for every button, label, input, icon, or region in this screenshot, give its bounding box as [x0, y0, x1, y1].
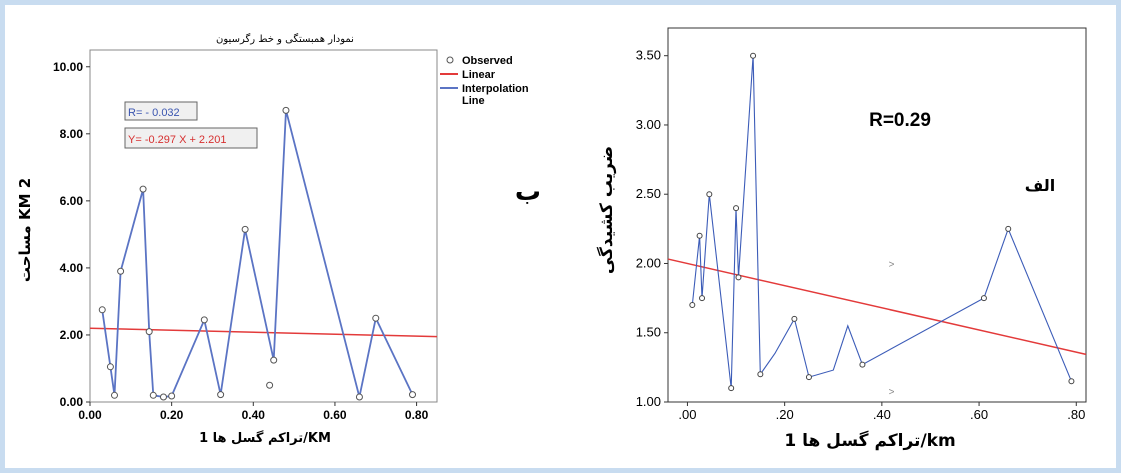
chart-b: نمودار همبستگی و خط رگرسیون 0.00 2.00 4.00…: [16, 33, 532, 446]
legend-observed-marker: [446, 56, 454, 64]
observed-point: [699, 295, 706, 302]
y-tick-label: 3.00: [636, 117, 661, 132]
observed-point: [805, 374, 812, 381]
observed-point: [689, 302, 696, 309]
chart-alef-plot-area: [667, 27, 1087, 403]
chart-b-r-box: [124, 101, 198, 121]
x-tick-label: 0.00: [78, 408, 102, 422]
chart-b-equation-box: [124, 127, 258, 149]
extra-mark: >: [889, 387, 895, 398]
observed-point: [706, 191, 713, 198]
observed-point: [355, 393, 363, 401]
legend-observed-label: Observed: [462, 55, 513, 67]
observed-point: [750, 52, 757, 59]
chart-b-observed-points: [98, 106, 417, 401]
extra-mark: >: [889, 259, 895, 270]
observed-point: [733, 205, 740, 212]
y-tick-label: 4.00: [60, 261, 84, 275]
observed-point: [145, 328, 153, 336]
x-tick-label: .00: [678, 407, 696, 422]
chart-b-y-ticks: 0.00 2.00 4.00 6.00 8.00 10.00: [53, 60, 90, 409]
observed-point: [282, 106, 290, 114]
chart-b-title: نمودار همبستگی و خط رگرسیون: [216, 33, 354, 45]
chart-b-x-ticks: 0.00 0.20 0.40 0.60 0.80: [78, 402, 429, 422]
chart-alef-extra-marks: >>: [889, 259, 895, 397]
observed-point: [728, 385, 735, 392]
observed-point: [149, 391, 157, 399]
x-tick-label: .60: [970, 407, 988, 422]
chart-alef-y-axis-label: ضریب کشیدگی: [596, 146, 617, 274]
observed-point: [757, 371, 764, 378]
chart-alef-observed-points: [689, 52, 1075, 392]
observed-point: [1068, 378, 1075, 385]
legend-linear-label: Linear: [462, 69, 496, 81]
observed-point: [241, 225, 249, 233]
legend-interpolation-line2: Line: [462, 95, 485, 107]
x-tick-label: .80: [1067, 407, 1085, 422]
y-tick-label: 8.00: [60, 127, 84, 141]
chart-alef: 1.00 1.50 2.00 2.50 3.00 3.50 .00 .20 .40 .60 .80…: [596, 27, 1087, 451]
observed-point: [1005, 225, 1012, 232]
chart-b-x-axis-label: تراکم گسل ها 1/KM: [199, 430, 331, 446]
chart-alef-x-ticks: .00 .20 .40 .60 .80: [678, 402, 1085, 422]
observed-point: [696, 232, 703, 239]
observed-point: [859, 361, 866, 368]
observed-point: [139, 185, 147, 193]
chart-b-y-axis-label: مساحت KM 2: [16, 178, 34, 282]
observed-point: [168, 392, 176, 400]
observed-point: [217, 391, 225, 399]
observed-point: [270, 356, 278, 364]
x-tick-label: 0.40: [242, 408, 266, 422]
observed-point: [409, 391, 417, 399]
observed-point: [372, 314, 380, 322]
y-tick-label: 10.00: [53, 60, 83, 74]
legend-interpolation-line1: Interpolation: [462, 83, 529, 95]
observed-point: [106, 363, 114, 371]
chart-alef-x-axis-label: تراکم گسل ها 1/km: [784, 430, 955, 451]
y-tick-label: 6.00: [60, 194, 84, 208]
legend-interpolation-label: Interpolation Line: [462, 83, 532, 107]
y-tick-label: 2.00: [636, 255, 661, 270]
observed-point: [200, 316, 208, 324]
chart-alef-y-ticks: 1.00 1.50 2.00 2.50 3.00 3.50: [636, 48, 668, 409]
y-tick-label: 2.50: [636, 186, 661, 201]
x-tick-label: 0.80: [405, 408, 429, 422]
y-tick-label: 0.00: [60, 395, 84, 409]
y-tick-label: 3.50: [636, 48, 661, 63]
chart-alef-r-annotation: R=0.29: [869, 110, 931, 131]
chart-alef-side-label: الف: [1025, 176, 1056, 195]
observed-point: [159, 393, 167, 401]
y-tick-label: 2.00: [60, 328, 84, 342]
chart-b-side-label: ب: [515, 177, 541, 207]
y-tick-label: 1.50: [636, 325, 661, 340]
observed-point: [98, 306, 106, 314]
chart-b-legend: Observed Linear Interpolation Line: [440, 55, 532, 107]
x-tick-label: 0.60: [323, 408, 347, 422]
observed-point: [266, 381, 274, 389]
y-tick-label: 1.00: [636, 394, 661, 409]
observed-point: [980, 295, 987, 302]
observed-point: [110, 391, 118, 399]
observed-point: [791, 315, 798, 322]
observed-point: [117, 267, 125, 275]
x-tick-label: .20: [776, 407, 794, 422]
chart-b-r-annotation: R= - 0.032: [128, 107, 180, 119]
x-tick-label: 0.20: [160, 408, 184, 422]
x-tick-label: .40: [873, 407, 891, 422]
chart-b-equation-annotation: Y= -0.297 X + 2.201: [128, 134, 226, 146]
observed-point: [735, 274, 742, 281]
interpolation-line: [691, 55, 1072, 389]
